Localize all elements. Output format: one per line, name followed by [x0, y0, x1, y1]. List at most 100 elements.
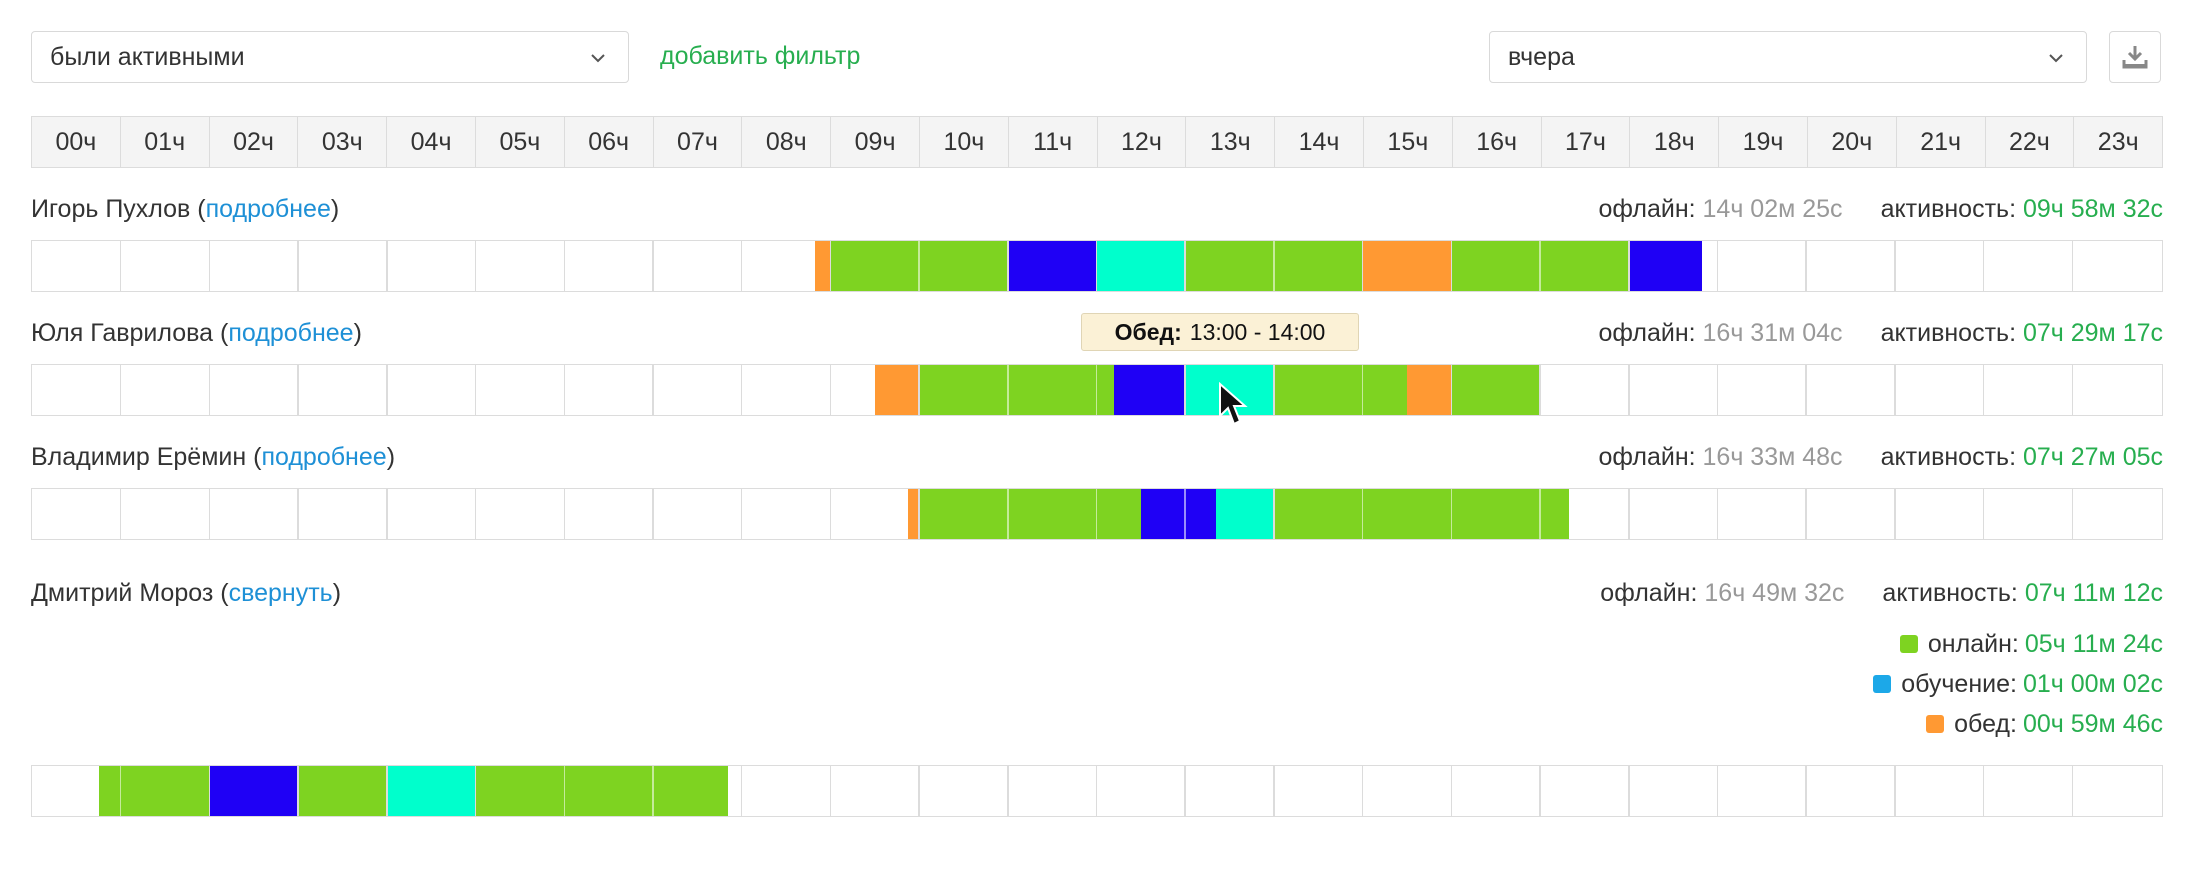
legend-swatch — [1873, 675, 1892, 693]
timeline-segment-lunch[interactable] — [815, 241, 831, 291]
hour-label: 02ч — [210, 117, 299, 167]
chevron-down-icon — [2049, 54, 2063, 63]
timeline-segment-lunch[interactable] — [907, 489, 920, 539]
hour-label: 19ч — [1719, 117, 1808, 167]
activity-label: активность: — [1880, 319, 2017, 347]
timeline-track[interactable] — [31, 488, 2163, 540]
hour-divider — [1361, 241, 1364, 291]
hour-label: 10ч — [920, 117, 1009, 167]
timeline-segment-meeting[interactable] — [1216, 489, 1274, 539]
legend-value: 05ч 11м 24с — [2024, 630, 2163, 658]
timeline-track[interactable] — [31, 240, 2163, 292]
hour-divider — [652, 766, 654, 816]
hour-divider — [1184, 241, 1186, 291]
timeline-segment-training[interactable] — [1628, 241, 1703, 291]
period-select[interactable]: вчера — [1489, 31, 2087, 83]
hour-divider — [297, 241, 299, 291]
hour-divider — [1539, 241, 1541, 291]
hour-divider — [740, 241, 743, 291]
hour-label: 05ч — [476, 117, 565, 167]
hour-divider — [918, 241, 920, 291]
activity-filter-select[interactable]: были активными — [31, 31, 629, 83]
hour-label: 20ч — [1808, 117, 1897, 167]
hour-divider — [1450, 766, 1453, 816]
timeline-segment-online[interactable] — [475, 766, 729, 816]
employee-name: Дмитрий Мороз — [31, 579, 214, 607]
timeline-segment-training[interactable] — [1007, 241, 1097, 291]
period-value: вчера — [1508, 42, 1575, 71]
hour-divider — [740, 766, 743, 816]
timeline-segment-training[interactable] — [1114, 365, 1186, 415]
timeline-segment-online[interactable] — [919, 489, 1141, 539]
hour-divider — [740, 489, 743, 539]
hour-divider — [1450, 489, 1453, 539]
timeline-segment-lunch[interactable] — [1406, 365, 1452, 415]
timeline-segment-online[interactable] — [298, 766, 387, 816]
hour-divider — [1805, 365, 1807, 415]
hour-divider — [1982, 766, 1985, 816]
tooltip-title: Обед: — [1114, 318, 1182, 345]
employee-stats: офлайн: 16ч 33м 48с активность: 07ч 27м 0… — [1598, 442, 2163, 472]
timeline-segment-training[interactable] — [209, 766, 299, 816]
offline-value: 16ч 33м 48с — [1702, 443, 1843, 471]
hour-divider — [2071, 766, 2074, 816]
hour-divider — [386, 489, 388, 539]
hour-divider — [1982, 365, 1985, 415]
details-link[interactable]: подробнее — [261, 443, 387, 471]
hour-divider — [1450, 241, 1453, 291]
hour-divider — [1007, 489, 1009, 539]
hour-divider — [1184, 365, 1186, 415]
timeline-segment-meeting[interactable] — [386, 766, 476, 816]
employee-stats: офлайн: 16ч 31м 04с активность: 07ч 29м 1… — [1598, 318, 2163, 348]
timeline-segment-online[interactable] — [1273, 365, 1407, 415]
hour-divider — [119, 241, 122, 291]
hour-label: 07ч — [654, 117, 743, 167]
activity-value: 07ч 11м 12с — [2024, 579, 2163, 607]
offline-label: офлайн: — [1600, 579, 1698, 607]
offline-value: 14ч 02м 25с — [1702, 195, 1843, 223]
hour-divider — [386, 241, 388, 291]
hour-divider — [1805, 766, 1807, 816]
add-filter-link[interactable]: добавить фильтр — [660, 42, 861, 70]
hour-divider — [1007, 766, 1009, 816]
timeline-track[interactable] — [31, 765, 2163, 817]
activity-value: 07ч 27м 05с — [2022, 443, 2163, 471]
legend-item: обучение: 01ч 00м 02с — [1873, 669, 2163, 699]
hour-divider — [1894, 489, 1896, 539]
timeline-segment-training[interactable] — [1140, 489, 1217, 539]
hour-divider — [386, 365, 388, 415]
timeline-track[interactable] — [31, 364, 2163, 416]
download-icon — [2122, 46, 2148, 69]
details-link[interactable]: свернуть — [228, 579, 333, 607]
hour-label: 18ч — [1630, 117, 1720, 167]
hour-divider — [119, 365, 122, 415]
hour-label: 14ч — [1275, 117, 1364, 167]
timeline-segment-online[interactable] — [1273, 489, 1570, 539]
timeline-segment-meeting[interactable] — [1096, 241, 1186, 291]
timeline-segment-online[interactable] — [1451, 365, 1541, 415]
hour-divider — [1361, 489, 1364, 539]
hour-divider — [652, 241, 654, 291]
details-link[interactable]: подробнее — [228, 319, 354, 347]
timeline-segment-lunch[interactable] — [1362, 241, 1452, 291]
hour-divider — [829, 241, 832, 291]
offline-label: офлайн: — [1598, 195, 1696, 223]
hour-divider — [119, 489, 122, 539]
hour-label: 03ч — [298, 117, 388, 167]
details-link[interactable]: подробнее — [205, 195, 331, 223]
hour-label: 21ч — [1897, 117, 1986, 167]
hour-divider — [1894, 241, 1896, 291]
mouse-cursor-icon — [1219, 382, 1248, 426]
offline-value: 16ч 49м 32с — [1704, 579, 1845, 607]
timeline-segment-online[interactable] — [98, 766, 210, 816]
hour-label: 06ч — [565, 117, 654, 167]
timeline-segment-online[interactable] — [919, 365, 1115, 415]
employee-stats: офлайн: 14ч 02м 25с активность: 09ч 58м 3… — [1598, 194, 2163, 224]
timeline-segment-lunch[interactable] — [874, 365, 920, 415]
download-button[interactable] — [2109, 31, 2161, 83]
hour-divider — [1095, 766, 1098, 816]
hour-divider — [1273, 766, 1275, 816]
tooltip-range: 13:00 - 14:00 — [1189, 318, 1326, 345]
legend-swatch — [1926, 715, 1945, 733]
employee-stats: офлайн: 16ч 49м 32с активность: 07ч 11м 1… — [1600, 578, 2163, 608]
